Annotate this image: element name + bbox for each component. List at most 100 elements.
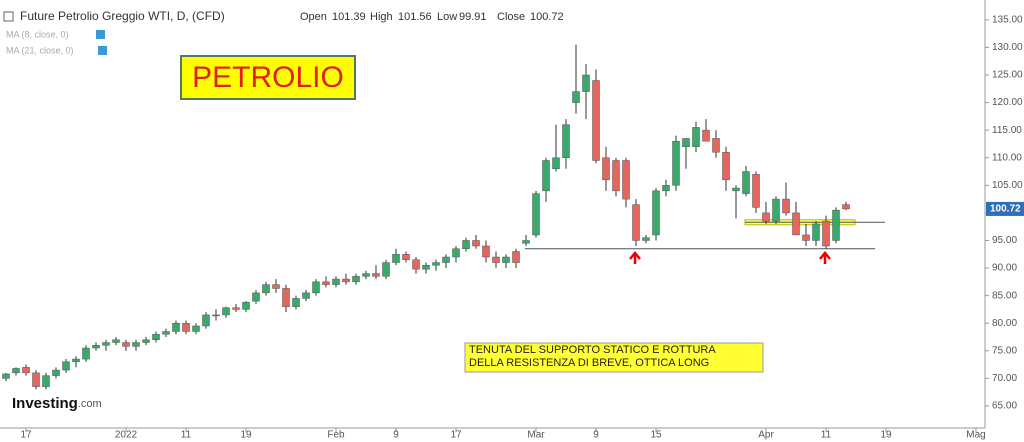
x-tick-label: 17 [20,430,32,441]
x-tick-label: 15 [650,430,662,441]
candle-body [342,278,350,283]
candle-body [642,237,650,241]
y-tick-label: 70.00 [992,373,1017,384]
candle-body [352,276,360,283]
candle-body [762,212,770,222]
y-tick-label: 75.00 [992,345,1017,356]
candle-body [2,373,10,379]
candle-body [42,375,50,387]
ohlc-value: 99.91 [459,11,487,23]
candle-body [432,262,440,266]
candle-body [632,204,640,241]
candle-body [542,160,550,192]
candle-body [612,160,620,192]
candle-body [362,273,370,277]
candle-body [392,254,400,263]
candle-body [302,292,310,299]
candle-body [102,342,110,346]
candle-body [532,193,540,236]
candle-body [522,240,530,244]
candle-body [262,284,270,294]
candle-body [472,240,480,247]
candle-body [312,281,320,294]
x-tick-label: 2022 [115,430,138,441]
candle-body [792,212,800,236]
candle-body [752,174,760,208]
x-tick-label: 11 [181,430,192,441]
ohlc-label: Low [437,11,457,23]
candle-body [832,209,840,241]
annotation: TENUTA DEL SUPPORTO STATICO E ROTTURA [469,344,716,356]
arrow [819,251,831,264]
candle-body [82,347,90,360]
candle-body [372,273,380,277]
candle-body [562,124,570,158]
candle-body [812,223,820,241]
candle-body [462,240,470,249]
candle-body [782,198,790,214]
candle-body [582,74,590,92]
logo-text: Investing [12,395,78,412]
candle-body [692,127,700,147]
candle-body [422,265,430,270]
candle-body [332,278,340,285]
arrow [629,251,641,264]
candle-body [672,140,680,186]
ma-visibility[interactable] [96,30,105,39]
candle-body [272,284,280,289]
candle-body [232,307,240,310]
candle-body [442,256,450,263]
collapse-icon[interactable] [3,11,14,22]
ma-visibility[interactable] [98,46,107,55]
candle-body [162,331,170,335]
x-tick-label: 19 [880,430,892,441]
candle-body [652,190,660,236]
candle-body [412,259,420,270]
candle-body [172,322,180,332]
candle-body [242,301,250,310]
candle-body [802,234,810,241]
candle-body [152,333,160,341]
candle-body [202,314,210,327]
y-tick-label: 65.00 [992,401,1017,412]
candle-body [682,138,690,147]
y-tick-label: 135.00 [992,14,1023,25]
candle-body [292,298,300,307]
candle-body [592,80,600,161]
candle-body [52,369,60,376]
candle-body [502,256,510,263]
logo-suffix: .com [78,398,102,410]
candle-body [12,368,20,374]
candle-body [662,185,670,192]
x-tick-label: 17 [450,430,462,441]
ohlc-label: Open [300,11,327,23]
y-tick-label: 130.00 [992,42,1023,53]
candle-body [22,367,30,374]
candle-body [212,314,220,317]
x-tick-label: 19 [240,430,252,441]
candle-body [402,254,410,261]
candle-body [382,262,390,277]
chart-title: PETROLIO [192,61,344,94]
candle-body [742,171,750,194]
candle-body [512,251,520,263]
ma-label: MA (21, close, 0) [6,45,74,55]
candle-body [72,358,80,363]
candle-body [452,248,460,258]
x-tick-label: 9 [393,430,399,441]
candle-body [722,151,730,181]
last-price-label: 100.72 [990,204,1021,215]
candle-body [482,245,490,258]
y-tick-label: 105.00 [992,180,1023,191]
ohlc-label: High [370,11,393,23]
candle-body [132,342,140,347]
candle-body [222,307,230,316]
ohlc-value: 100.72 [530,11,564,23]
y-tick-label: 120.00 [992,97,1023,108]
candle-body [772,198,780,222]
candle-body [702,129,710,142]
candle-body [32,372,40,387]
y-tick-label: 110.00 [992,152,1022,163]
